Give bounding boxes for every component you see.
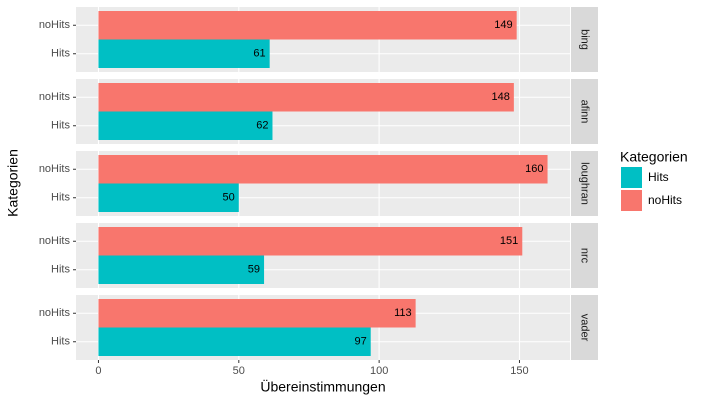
x-tick-label: 50 <box>233 365 245 377</box>
value-label: 151 <box>500 235 518 247</box>
x-tick-label: 100 <box>370 365 388 377</box>
y-axis-title: Kategorien <box>5 149 21 217</box>
bar <box>98 183 239 212</box>
y-tick-label: noHits <box>39 91 71 103</box>
y-tick-label: Hits <box>51 336 70 348</box>
y-tick-label: noHits <box>39 307 71 319</box>
y-tick-label: Hits <box>51 48 70 60</box>
value-label: 59 <box>248 264 260 276</box>
strip <box>571 7 598 72</box>
strip-label: afinn <box>579 100 591 124</box>
bar <box>98 227 523 256</box>
bar <box>98 327 371 356</box>
strip <box>571 151 598 216</box>
bar <box>98 83 514 112</box>
strip-label: bing <box>579 29 591 50</box>
y-tick-label: Hits <box>51 120 70 132</box>
strip-label: nrc <box>579 248 591 264</box>
value-label: 113 <box>394 307 412 319</box>
legend-label: noHits <box>648 193 682 207</box>
x-axis-title: Übereinstimmungen <box>260 378 385 395</box>
strip-label: loughran <box>579 162 591 205</box>
bar <box>98 111 273 140</box>
bar <box>98 155 548 184</box>
y-tick-label: Hits <box>51 192 70 204</box>
value-label: 97 <box>354 336 366 348</box>
strip-label: vader <box>579 314 591 342</box>
value-label: 149 <box>494 19 512 31</box>
legend-label: Hits <box>648 170 669 184</box>
y-tick-label: noHits <box>39 163 71 175</box>
y-tick-label: noHits <box>39 19 71 31</box>
y-tick-label: Hits <box>51 264 70 276</box>
value-label: 61 <box>253 48 265 60</box>
bar <box>98 299 416 328</box>
value-label: 148 <box>492 91 510 103</box>
value-label: 62 <box>256 120 268 132</box>
legend-title: Kategorien <box>620 149 688 165</box>
bar <box>98 255 265 284</box>
x-tick-label: 0 <box>95 365 101 377</box>
y-tick-label: noHits <box>39 235 71 247</box>
legend-key <box>621 167 642 188</box>
bar <box>98 39 270 68</box>
bar <box>98 11 517 40</box>
strip <box>571 223 598 288</box>
value-label: 50 <box>223 192 235 204</box>
strip <box>571 295 598 360</box>
value-label: 160 <box>525 163 543 175</box>
strip <box>571 79 598 144</box>
x-tick-label: 150 <box>510 365 528 377</box>
legend-key <box>621 190 642 211</box>
